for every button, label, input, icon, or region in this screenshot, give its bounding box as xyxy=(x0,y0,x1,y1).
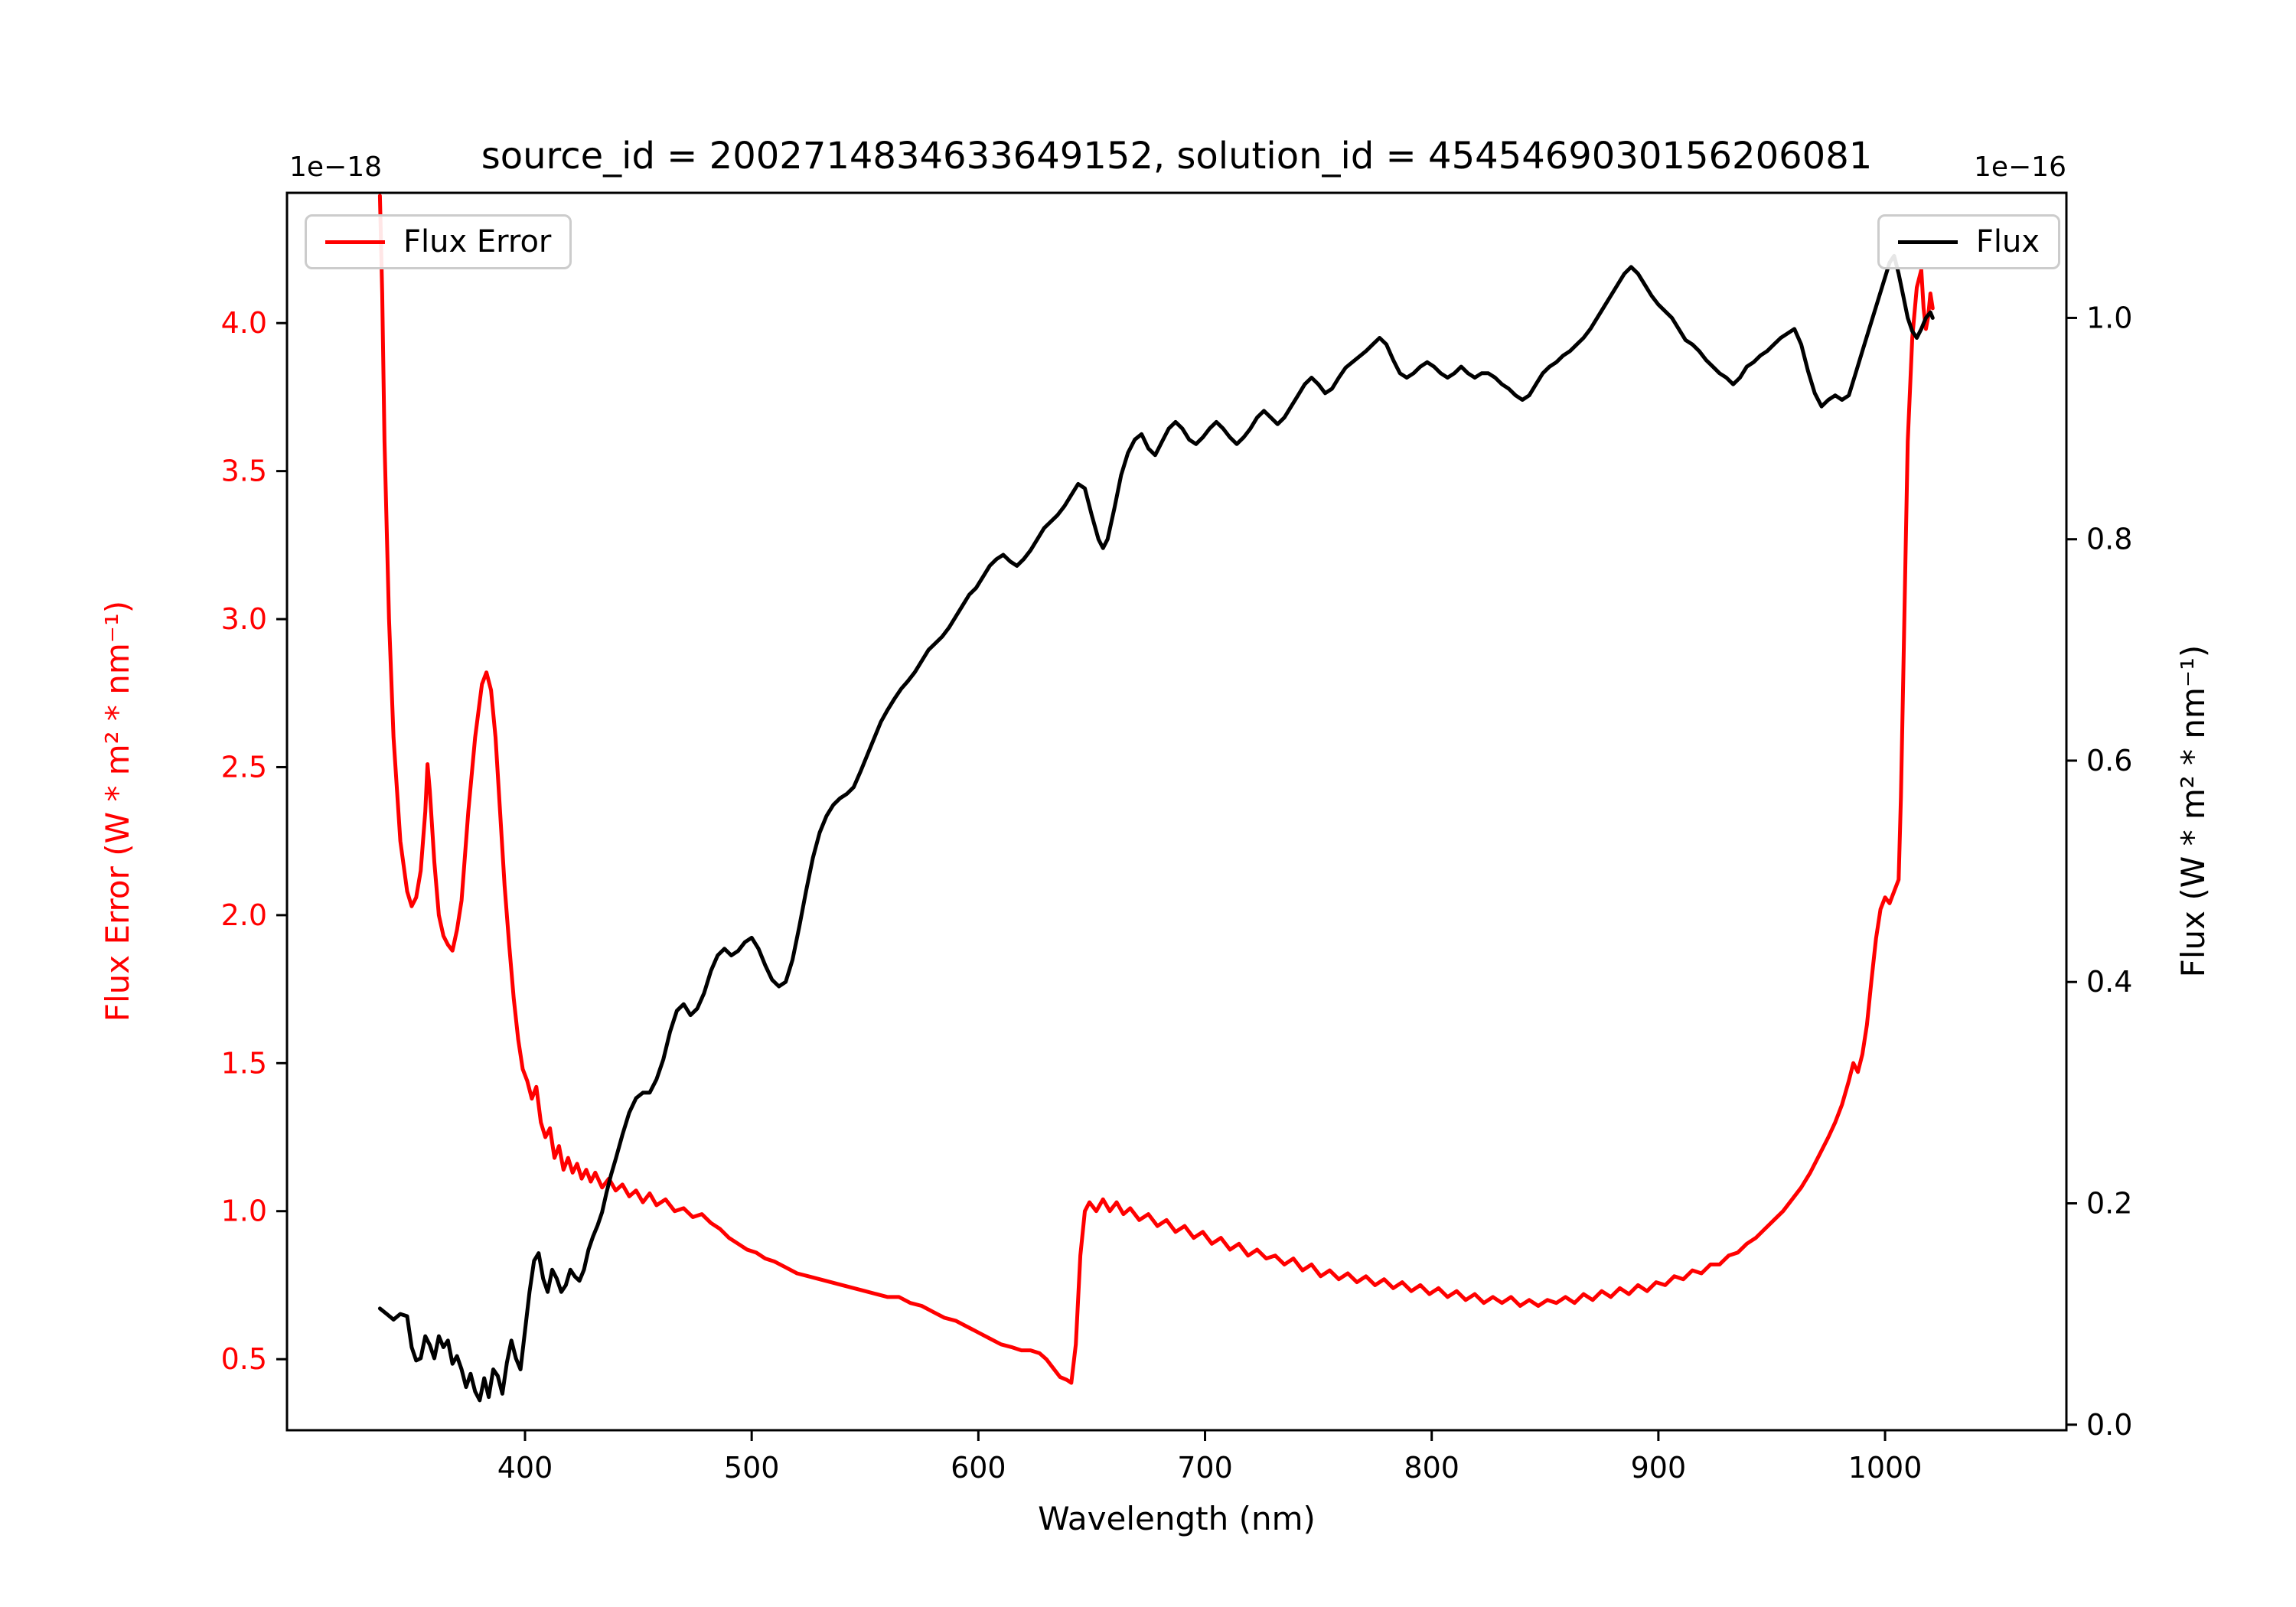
flux-error-legend-label: Flux Error xyxy=(403,224,552,259)
right-axis-offset-text: 1e−16 xyxy=(1973,152,2066,183)
x-tick-label: 900 xyxy=(1631,1451,1687,1485)
ticks-group: 400 500 600 700 800 900 1000 0.5 1.0 1.5 2.0 2.5 3.0… xyxy=(221,301,2133,1485)
left-tick-label: 2.5 xyxy=(221,750,267,784)
right-tick-label: 0.0 xyxy=(2086,1408,2132,1442)
left-axis-offset-text: 1e−18 xyxy=(289,152,383,183)
x-tick-label: 400 xyxy=(497,1451,553,1485)
left-tick-label: 3.5 xyxy=(221,455,267,488)
left-tick-label: 1.0 xyxy=(221,1195,267,1228)
left-tick-label: 1.5 xyxy=(221,1046,267,1080)
right-tick-label: 0.4 xyxy=(2086,965,2132,999)
left-tick-label: 4.0 xyxy=(221,306,267,340)
flux-legend-label: Flux xyxy=(1975,224,2040,259)
x-tick-label: 700 xyxy=(1177,1451,1233,1485)
plot-border xyxy=(285,191,2068,1432)
right-tick-label: 1.0 xyxy=(2086,301,2132,334)
x-tick-label: 800 xyxy=(1404,1451,1459,1485)
left-tick-label: 0.5 xyxy=(221,1342,267,1376)
left-tick-label: 3.0 xyxy=(221,602,267,636)
x-tick-label: 600 xyxy=(951,1451,1006,1485)
legend-flux-error: Flux Error xyxy=(305,214,572,269)
x-tick-label: 500 xyxy=(724,1451,780,1485)
right-axis-label: Flux (W * m² * nm⁻¹) xyxy=(2174,645,2212,978)
left-tick-label: 2.0 xyxy=(221,898,267,932)
legend-flux: Flux xyxy=(1877,214,2060,269)
flux-error-legend-line-icon xyxy=(325,240,385,244)
left-axis-label: Flux Error (W * m² * nm⁻¹) xyxy=(99,601,136,1022)
flux-legend-line-icon xyxy=(1897,240,1958,244)
x-axis-label: Wavelength (nm) xyxy=(1038,1500,1316,1537)
chart-title: source_id = 2002714834633649152, solutio… xyxy=(481,135,1873,178)
flux-error-curve xyxy=(377,194,1935,1385)
flux-curve xyxy=(377,253,1935,1403)
right-tick-label: 0.6 xyxy=(2086,744,2132,777)
right-tick-label: 0.2 xyxy=(2086,1187,2132,1221)
curves-group xyxy=(377,194,1935,1403)
right-tick-label: 0.8 xyxy=(2086,523,2132,556)
x-tick-label: 1000 xyxy=(1848,1451,1923,1485)
